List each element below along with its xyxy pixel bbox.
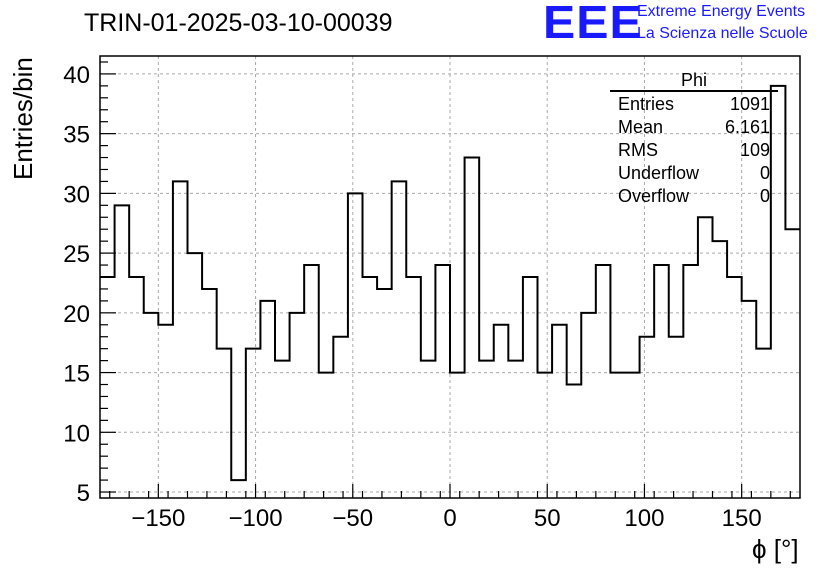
x-tick-label: −50	[332, 505, 373, 532]
histogram-bin	[494, 325, 509, 498]
eee-logo: EEE	[543, 0, 643, 48]
histogram-bin	[392, 181, 407, 498]
histogram-bin	[450, 373, 465, 498]
histogram-bin	[144, 313, 159, 498]
histogram-bin	[100, 277, 115, 498]
histogram-bin	[465, 158, 480, 498]
histogram-bin	[421, 361, 436, 498]
histogram-bin	[785, 229, 800, 498]
x-tick-label: 100	[624, 505, 664, 532]
y-tick-label: 5	[77, 480, 90, 507]
stats-row-entries: Entries 1091	[610, 93, 778, 116]
histogram-bin	[640, 337, 655, 498]
y-tick-label: 10	[63, 420, 90, 447]
logo-line-1: Extreme Energy Events	[637, 3, 806, 20]
histogram-bin	[727, 277, 742, 498]
y-tick-label: 25	[63, 241, 90, 268]
stats-value: 6.161	[724, 117, 770, 137]
histogram-bin	[158, 325, 173, 498]
histogram-step-line	[100, 84, 800, 482]
y-tick-label: 35	[63, 122, 90, 149]
y-axis-label-text: Entries/bin	[8, 57, 38, 180]
stats-label: Underflow	[618, 163, 700, 183]
stats-value: 0	[759, 163, 770, 183]
stats-row-rms: RMS 109	[610, 139, 778, 162]
logo-line-2: La Scienza nelle Scuole	[637, 25, 808, 42]
stats-value: 0	[759, 186, 770, 206]
x-tick-label: −150	[131, 505, 185, 532]
stats-label: Entries	[618, 94, 675, 114]
y-tick-label: 15	[63, 361, 90, 388]
histogram-bin	[756, 349, 771, 498]
x-tick-label: 50	[534, 505, 561, 532]
histogram-bin	[479, 361, 494, 498]
y-tick-label: 20	[63, 301, 90, 328]
stats-label: Mean	[618, 117, 664, 137]
stats-label: RMS	[618, 140, 658, 160]
stats-box: Phi Entries 1091 Mean 6.161 RMS 109 Unde…	[610, 70, 778, 208]
histogram-bin	[173, 181, 188, 498]
histogram-bin	[596, 265, 611, 498]
histogram-bin	[333, 337, 348, 498]
histogram-bin	[683, 265, 698, 498]
histogram-bin	[610, 373, 625, 498]
stats-label: Overflow	[618, 186, 690, 206]
y-tick-label: 30	[63, 181, 90, 208]
stats-row-overflow: Overflow 0	[610, 185, 778, 208]
stats-title: Phi	[680, 70, 707, 90]
histogram-bin	[115, 205, 130, 498]
stats-value: 1091	[729, 94, 770, 114]
histogram-bin	[217, 349, 232, 498]
stats-divider	[610, 90, 778, 92]
histogram-bin	[523, 277, 538, 498]
histogram-bin	[406, 277, 421, 498]
y-tick-labels: 5 10 15 20 25 30 35 40	[63, 62, 90, 507]
histogram-bin	[129, 277, 144, 498]
histogram-bin	[377, 289, 392, 498]
histogram-bin	[304, 265, 319, 498]
x-tick-label: 150	[722, 505, 762, 532]
histogram-bin	[698, 217, 713, 498]
histogram-bin	[669, 337, 684, 498]
histogram-bin	[552, 325, 567, 498]
histogram-bin	[246, 349, 261, 498]
histogram-bin	[538, 373, 553, 498]
plot-title: TRIN-01-2025-03-10-00039	[84, 9, 393, 37]
x-axis-label: ϕ [°]	[752, 534, 799, 564]
histogram-bin	[742, 301, 757, 498]
y-tick-label: 40	[63, 62, 90, 89]
histogram-bin	[508, 361, 523, 498]
x-tick-label: 0	[443, 505, 456, 532]
histogram-bin	[188, 253, 203, 498]
histogram-bin	[260, 301, 275, 498]
axis-ticks	[100, 61, 791, 498]
histogram-bin	[319, 373, 334, 498]
stats-value: 109	[739, 140, 770, 160]
histogram-bin	[231, 480, 246, 498]
histogram-bin	[713, 241, 728, 498]
histogram-bin	[625, 373, 640, 498]
stats-row-underflow: Underflow 0	[610, 162, 778, 185]
histogram-bin	[654, 265, 669, 498]
stats-row-mean: Mean 6.161	[610, 116, 778, 139]
histogram-bin	[290, 313, 305, 498]
histogram-bin	[202, 289, 217, 498]
histogram-bin	[275, 361, 290, 498]
histogram-bin	[435, 265, 450, 498]
x-tick-label: −100	[229, 505, 283, 532]
x-tick-labels: −150 −100 −50 0 50 100 150	[131, 505, 761, 532]
y-axis-label: Entries/bin	[8, 57, 39, 180]
histogram-bin	[348, 193, 363, 498]
histogram-bin	[363, 277, 378, 498]
histogram-bin	[567, 385, 582, 498]
histogram-bin	[581, 313, 596, 498]
